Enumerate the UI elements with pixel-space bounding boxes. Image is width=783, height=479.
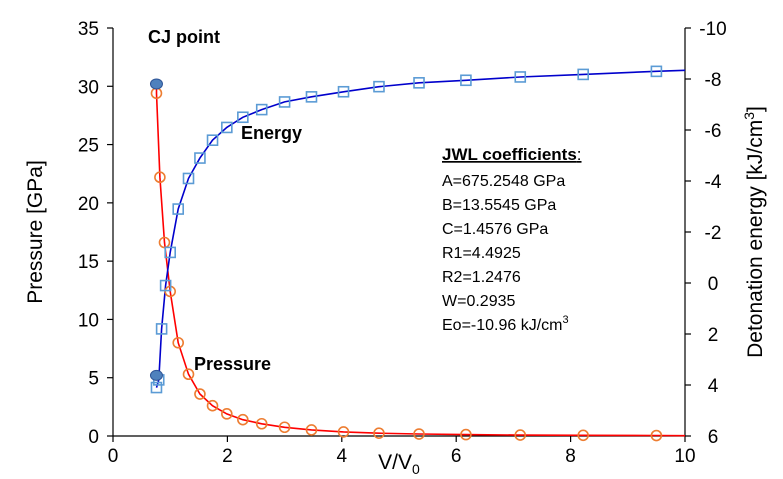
y-left-tick-label: 35 <box>78 19 99 40</box>
pressure-point <box>182 368 195 381</box>
pressure-point <box>278 421 291 434</box>
coef-eo-superscript: 3 <box>563 314 569 326</box>
coef-eo: Eo=-10.96 kJ/cm3 <box>442 314 569 334</box>
x-tick-label: 2 <box>222 446 233 467</box>
y-right-tick-label: -6 <box>705 121 722 142</box>
pressure-point <box>373 427 385 440</box>
plot-area <box>112 28 686 437</box>
energy-point <box>172 203 185 215</box>
y-right-axis-title-close: ] <box>744 106 767 112</box>
energy-point <box>150 381 163 394</box>
coefficients-title: JWL coefficients: <box>442 145 582 164</box>
energy-point <box>237 111 249 124</box>
energy-point <box>514 71 527 83</box>
jwl-coefficients-box: JWL coefficients: A=675.2548 GPa B=13.55… <box>442 145 582 334</box>
energy-point <box>460 74 472 87</box>
pressure-point <box>154 171 166 184</box>
coef-a: A=675.2548 GPa <box>442 173 565 190</box>
energy-point <box>278 96 291 108</box>
y-right-tick-label: 2 <box>708 325 719 346</box>
coef-c: C=1.4576 GPa <box>442 221 548 238</box>
coef-r1: R1=4.4925 <box>442 245 521 262</box>
y-left-tick-label: 0 <box>88 427 99 448</box>
cj-point-marker <box>149 369 163 381</box>
y-left-ticks: 0 5 10 15 20 25 30 35 <box>78 19 113 448</box>
energy-point <box>182 172 195 185</box>
x-axis-title-subscript: 0 <box>412 461 420 477</box>
x-axis-title: V/V0 <box>378 451 420 477</box>
pressure-point <box>221 408 233 420</box>
energy-point <box>206 134 219 146</box>
y-left-tick-label: 30 <box>78 77 99 98</box>
pressure-point <box>172 336 185 349</box>
energy-label: Energy <box>241 123 302 143</box>
pressure-point <box>237 413 249 426</box>
y-right-axis-title-superscript: 3 <box>741 112 757 120</box>
coef-r2: R2=1.2476 <box>442 269 521 286</box>
pressure-point <box>413 428 425 440</box>
energy-point <box>650 65 663 78</box>
energy-point <box>577 68 589 81</box>
y-left-tick-label: 25 <box>78 136 99 157</box>
y-left-tick-label: 15 <box>78 252 99 273</box>
energy-point <box>255 103 268 116</box>
pressure-point <box>577 429 589 442</box>
energy-point <box>413 77 425 89</box>
cj-point-label: CJ point <box>148 27 220 47</box>
energy-point <box>373 80 385 93</box>
pressure-fit-line <box>155 84 686 437</box>
y-right-tick-label: -8 <box>705 70 722 91</box>
x-tick-label: 0 <box>108 446 119 467</box>
y-left-tick-label: 20 <box>78 194 99 215</box>
y-right-tick-label: 6 <box>708 427 719 448</box>
y-right-tick-label: 4 <box>708 376 719 397</box>
energy-point <box>221 121 233 134</box>
pressure-point <box>206 399 219 412</box>
x-ticks: 0 2 4 6 8 10 <box>108 436 696 467</box>
y-right-ticks: 6 4 2 0 -2 -4 -6 -8 -10 <box>685 19 727 448</box>
y-right-tick-label: -4 <box>705 172 722 193</box>
energy-point <box>155 323 168 335</box>
x-tick-label: 8 <box>565 446 576 467</box>
pressure-point <box>255 417 268 430</box>
pressure-point <box>194 388 206 400</box>
y-right-tick-label: -10 <box>699 19 726 40</box>
y-right-tick-label: -2 <box>705 223 722 244</box>
energy-point <box>164 246 176 259</box>
y-right-axis-title: Detonation energy [kJ/cm3] <box>741 106 767 358</box>
energy-fit-line <box>155 69 686 388</box>
y-left-axis-title: Pressure [GPa] <box>24 160 47 304</box>
energy-point <box>337 85 350 98</box>
energy-point <box>305 91 318 103</box>
coef-w: W=0.2935 <box>442 293 515 310</box>
series-layer <box>149 65 686 442</box>
x-tick-label: 4 <box>337 446 348 467</box>
energy-point <box>194 152 206 164</box>
energy-point <box>159 279 172 292</box>
pressure-point <box>460 428 472 441</box>
cj-point-marker <box>149 78 163 90</box>
x-tick-label: 10 <box>674 446 695 467</box>
x-tick-label: 6 <box>451 446 462 467</box>
y-right-tick-label: 0 <box>708 274 719 295</box>
coef-b: B=13.5545 GPa <box>442 197 556 214</box>
pressure-label: Pressure <box>194 354 271 374</box>
pressure-point <box>337 426 350 438</box>
coefficients-title-colon: : <box>577 145 582 164</box>
pressure-point <box>305 424 318 436</box>
pressure-point <box>514 429 527 441</box>
y-left-tick-label: 10 <box>78 310 99 331</box>
pressure-point <box>650 429 663 442</box>
y-left-tick-label: 5 <box>88 369 99 390</box>
